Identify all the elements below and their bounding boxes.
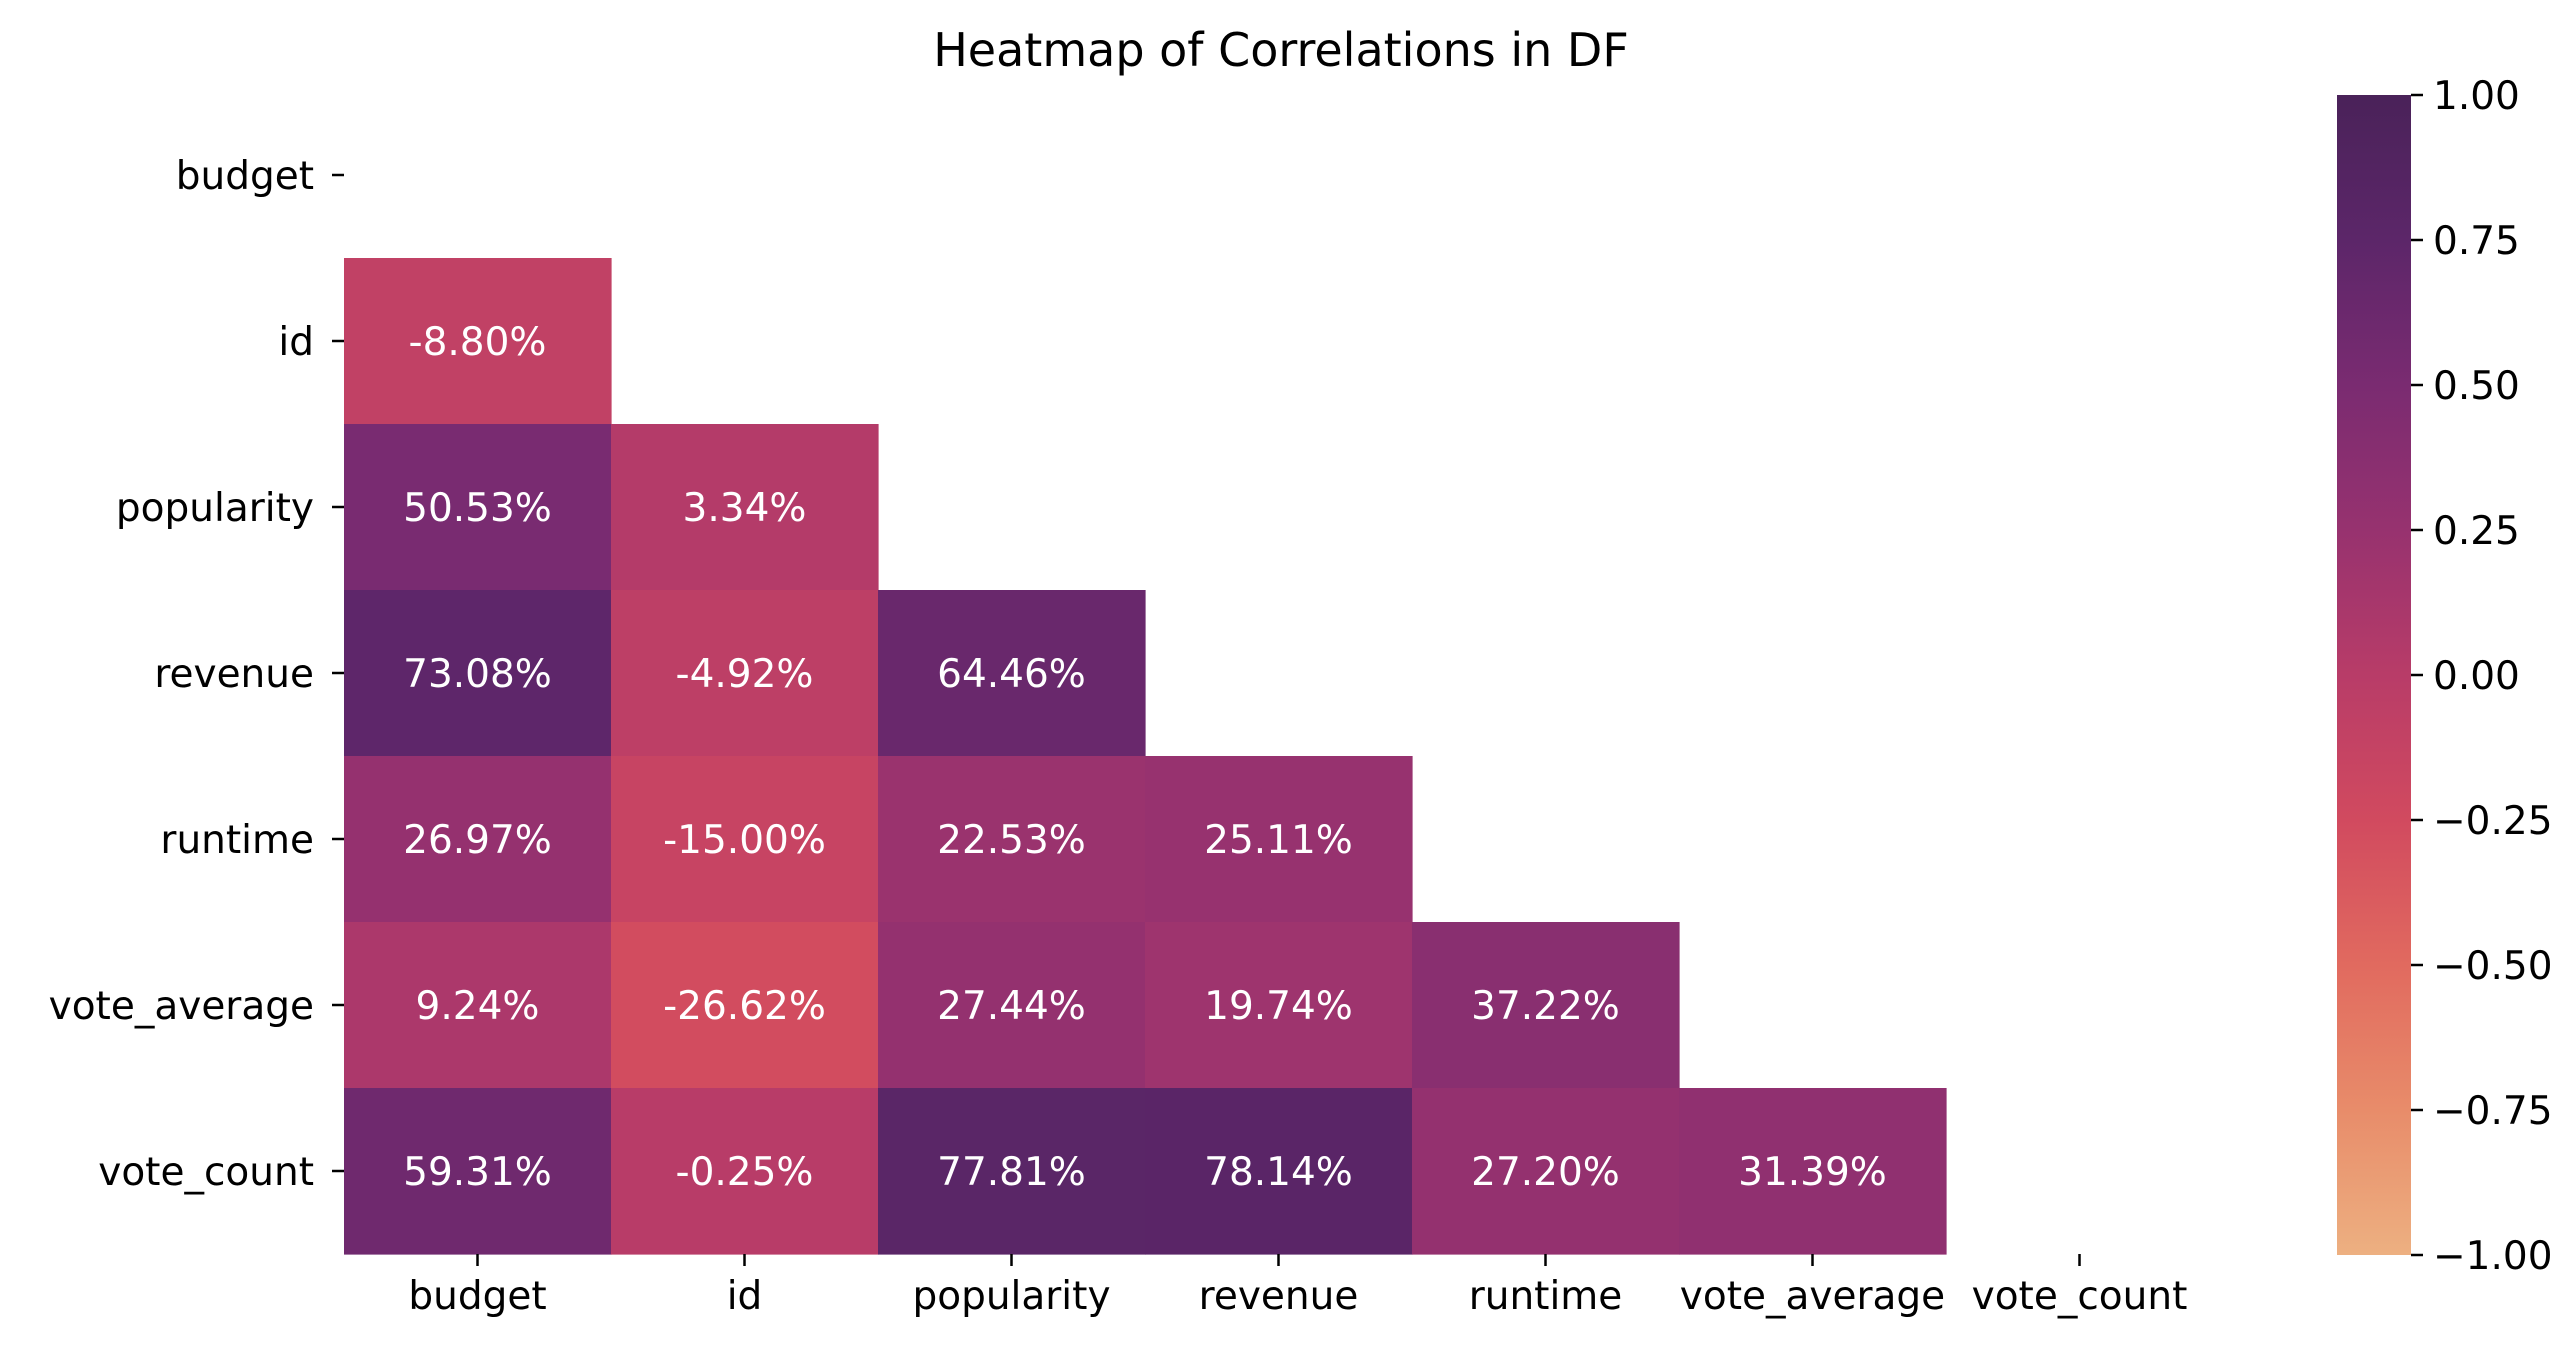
- cell-label-popularity-id: 3.34%: [683, 486, 807, 531]
- heatmap-cell-vote_average-budget: [344, 922, 612, 1089]
- heatmap-cell-vote_average-runtime: [1412, 922, 1680, 1089]
- x-tick-label-vote_count: vote_count: [1972, 1274, 2188, 1319]
- colorbar-gradient: [2337, 95, 2411, 1255]
- cell-label-revenue-id: -4.92%: [676, 652, 814, 697]
- x-tick-label-runtime: runtime: [1469, 1274, 1623, 1319]
- colorbar-tick-label: −0.50: [2433, 944, 2553, 989]
- y-tick-label-runtime: runtime: [160, 818, 314, 863]
- heatmap-cell-vote_average-revenue: [1145, 922, 1413, 1089]
- heatmap-cell-vote_count-revenue: [1145, 1088, 1413, 1255]
- y-tick-label-vote_count: vote_count: [98, 1150, 314, 1195]
- colorbar-tick-label: −1.00: [2433, 1234, 2553, 1279]
- cell-label-runtime-popularity: 22.53%: [937, 818, 1086, 863]
- chart-title: Heatmap of Correlations in DF: [933, 23, 1629, 77]
- cell-label-id-budget: -8.80%: [409, 320, 547, 365]
- heatmap-cell-runtime-popularity: [878, 756, 1146, 923]
- heatmap-cell-id-budget: [344, 258, 612, 425]
- heatmap-cell-vote_average-id: [611, 922, 879, 1089]
- heatmap-cell-revenue-budget: [344, 590, 612, 757]
- cell-label-vote_average-revenue: 19.74%: [1204, 984, 1353, 1029]
- cell-label-vote_average-id: -26.62%: [663, 984, 826, 1029]
- heatmap-cell-revenue-id: [611, 590, 879, 757]
- colorbar-tick-label: −0.25: [2433, 799, 2553, 844]
- heatmap-cell-labels: -8.80% 50.53% 3.34% 73.08% -4.92% 64.46% 26.97…: [403, 320, 1887, 1195]
- y-axis: budget id popularity revenue runtime vote_ave…: [49, 154, 344, 1195]
- y-tick-label-revenue: revenue: [154, 652, 314, 697]
- heatmap-cell-runtime-id: [611, 756, 879, 923]
- colorbar-tick-label: 1.00: [2433, 74, 2520, 119]
- colorbar-tick-label: 0.25: [2433, 509, 2520, 554]
- cell-label-runtime-id: -15.00%: [663, 818, 826, 863]
- heatmap-cell-vote_count-id: [611, 1088, 879, 1255]
- heatmap-cell-popularity-id: [611, 424, 879, 591]
- heatmap-cell-runtime-budget: [344, 756, 612, 923]
- colorbar-tick-label: 0.50: [2433, 364, 2520, 409]
- x-tick-label-popularity: popularity: [912, 1274, 1110, 1319]
- cell-label-vote_count-runtime: 27.20%: [1471, 1150, 1620, 1195]
- cell-label-vote_average-runtime: 37.22%: [1471, 984, 1620, 1029]
- x-axis: budget id popularity revenue runtime vote_ave…: [408, 1254, 2187, 1319]
- x-tick-label-vote_average: vote_average: [1680, 1274, 1945, 1319]
- cell-label-vote_count-vote_average: 31.39%: [1738, 1150, 1887, 1195]
- cell-label-vote_count-popularity: 77.81%: [937, 1150, 1086, 1195]
- cell-label-runtime-budget: 26.97%: [403, 818, 552, 863]
- heatmap-cells: [344, 258, 1947, 1255]
- cell-label-vote_count-revenue: 78.14%: [1204, 1150, 1353, 1195]
- heatmap-cell-vote_count-vote_average: [1679, 1088, 1947, 1255]
- cell-label-vote_average-popularity: 27.44%: [937, 984, 1086, 1029]
- heatmap-cell-runtime-revenue: [1145, 756, 1413, 923]
- y-tick-label-vote_average: vote_average: [49, 984, 314, 1029]
- colorbar-tick-label: 0.75: [2433, 219, 2520, 264]
- heatmap-cell-revenue-popularity: [878, 590, 1146, 757]
- colorbar-tick-label: −0.75: [2433, 1089, 2553, 1134]
- cell-label-vote_average-budget: 9.24%: [416, 984, 540, 1029]
- cell-label-popularity-budget: 50.53%: [403, 486, 552, 531]
- y-tick-label-budget: budget: [176, 154, 314, 199]
- heatmap-cell-vote_average-popularity: [878, 922, 1146, 1089]
- colorbar-tick-label: 0.00: [2433, 654, 2520, 699]
- heatmap-cell-vote_count-budget: [344, 1088, 612, 1255]
- cell-label-vote_count-id: -0.25%: [676, 1150, 814, 1195]
- heatmap-cell-vote_count-popularity: [878, 1088, 1146, 1255]
- cell-label-runtime-revenue: 25.11%: [1204, 818, 1353, 863]
- cell-label-vote_count-budget: 59.31%: [403, 1150, 552, 1195]
- colorbar: 1.00 0.75 0.50 0.25 0.00 −0.25 −0.50 −0.75 −1.00: [2337, 74, 2553, 1279]
- heatmap-cell-vote_count-runtime: [1412, 1088, 1680, 1255]
- x-tick-label-revenue: revenue: [1199, 1274, 1359, 1319]
- cell-label-revenue-budget: 73.08%: [403, 652, 552, 697]
- y-tick-label-id: id: [278, 320, 314, 365]
- x-tick-label-budget: budget: [408, 1274, 546, 1319]
- heatmap-cell-popularity-budget: [344, 424, 612, 591]
- x-tick-label-id: id: [727, 1274, 763, 1319]
- y-tick-label-popularity: popularity: [116, 486, 314, 531]
- cell-label-revenue-popularity: 64.46%: [937, 652, 1086, 697]
